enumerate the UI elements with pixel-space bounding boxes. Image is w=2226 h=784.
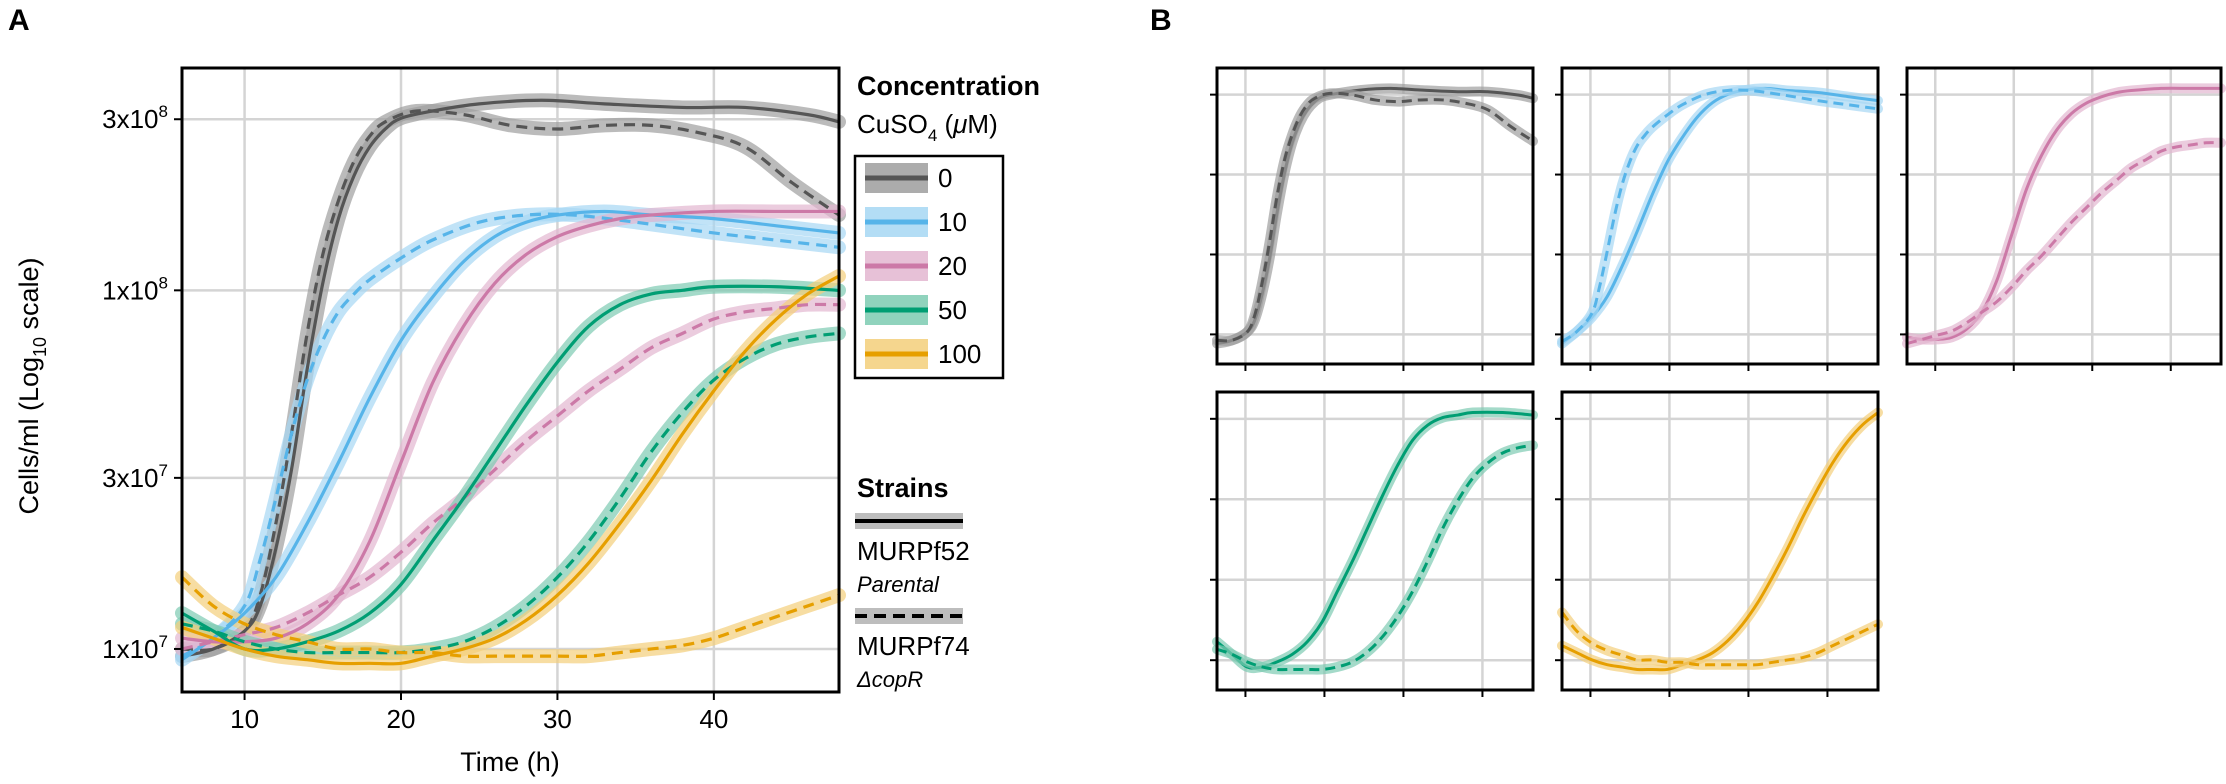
legend-strain-parental-name: MURPf52 <box>857 536 970 566</box>
series-line-0-MURPf74 <box>181 109 840 652</box>
facet-line-MURPf74 <box>1561 88 1879 343</box>
legend-concentration-items: 0 10 20 50 100 <box>865 163 981 369</box>
facet-line-MURPf52 <box>1561 86 1879 345</box>
facet-line-MURPf74 <box>1560 611 1879 667</box>
facet-band <box>1557 407 1883 675</box>
facet-line-MURPf74 <box>1906 141 2222 346</box>
x-tick-label: 20 <box>387 704 416 734</box>
legend-key-copr-bg <box>855 608 963 624</box>
series-line-20-MURPf52 <box>181 209 840 644</box>
panel-a-chart: 10 20 30 40 1x107 3x107 1x108 3x108 Time (h) C… <box>14 66 846 777</box>
legend-strains-title: Strains <box>857 473 949 503</box>
legend: Concentration CuSO4 (μM) 0 10 20 50 100 Stra… <box>853 71 1040 692</box>
panel-label-b: B <box>1150 4 1172 37</box>
series-line-0-MURPf52 <box>181 98 840 658</box>
panel-b-facets <box>1210 66 2226 697</box>
facet-10 <box>1555 66 1883 371</box>
legend-concentration-title: Concentration <box>857 71 1040 101</box>
facet-line-MURPf52 <box>1216 410 1534 670</box>
facet-line-MURPf74 <box>1216 443 1534 672</box>
x-tick-label: 30 <box>543 704 572 734</box>
x-tick-label: 10 <box>230 704 259 734</box>
y-axis-ticks: 1x107 3x107 1x108 3x108 <box>102 102 182 664</box>
legend-label-50: 50 <box>938 295 967 325</box>
plot-frame <box>180 66 841 694</box>
facet-frame <box>1215 66 1535 366</box>
legend-label-0: 0 <box>938 163 952 193</box>
x-tick-label: 40 <box>699 704 728 734</box>
y-axis-label: Cells/ml (Log10 scale) <box>14 257 50 514</box>
facet-band <box>1212 440 1538 675</box>
series-line-100-MURPf74 <box>180 576 840 659</box>
legend-strain-copr-name: MURPf74 <box>857 631 970 661</box>
legend-concentration-subtitle: CuSO4 (μM) <box>857 109 998 145</box>
plot-background <box>182 68 839 692</box>
facet-20 <box>1900 66 2226 371</box>
legend-label-20: 20 <box>938 251 967 281</box>
facet-100 <box>1555 390 1883 697</box>
facet-band <box>1212 407 1538 674</box>
y-tick-label: 3x108 <box>102 102 168 134</box>
facet-band <box>1557 607 1883 670</box>
x-axis-ticks: 10 20 30 40 <box>230 692 728 734</box>
facet-line-MURPf74 <box>1216 91 1534 343</box>
facet-50 <box>1210 390 1538 697</box>
facet-frame <box>1905 66 2223 366</box>
facet-line-MURPf52 <box>1561 411 1879 672</box>
facet-band <box>1902 83 2226 345</box>
facet-band <box>1902 137 2226 349</box>
y-tick-label: 1x107 <box>102 632 168 664</box>
facet-frame <box>1215 390 1535 692</box>
panel-label-a: A <box>8 4 30 37</box>
facet-line-MURPf52 <box>1906 86 2221 342</box>
facet-frame <box>1560 390 1880 692</box>
series-line-10-MURPf74 <box>181 212 840 658</box>
facet-band <box>1557 84 1883 347</box>
series-lines <box>180 98 840 666</box>
legend-strain-copr-desc: ΔcopR <box>856 667 923 692</box>
series-line-100-MURPf52 <box>181 274 840 666</box>
facet-frame <box>1560 66 1880 366</box>
y-tick-label: 3x107 <box>102 461 168 493</box>
legend-label-100: 100 <box>938 339 981 369</box>
legend-strain-parental-desc: Parental <box>857 572 940 597</box>
facet-0 <box>1210 66 1538 371</box>
legend-label-10: 10 <box>938 207 967 237</box>
x-axis-label: Time (h) <box>460 747 560 777</box>
facet-band <box>1212 83 1538 349</box>
y-tick-label: 1x108 <box>102 273 168 305</box>
series-line-20-MURPf74 <box>181 302 840 651</box>
